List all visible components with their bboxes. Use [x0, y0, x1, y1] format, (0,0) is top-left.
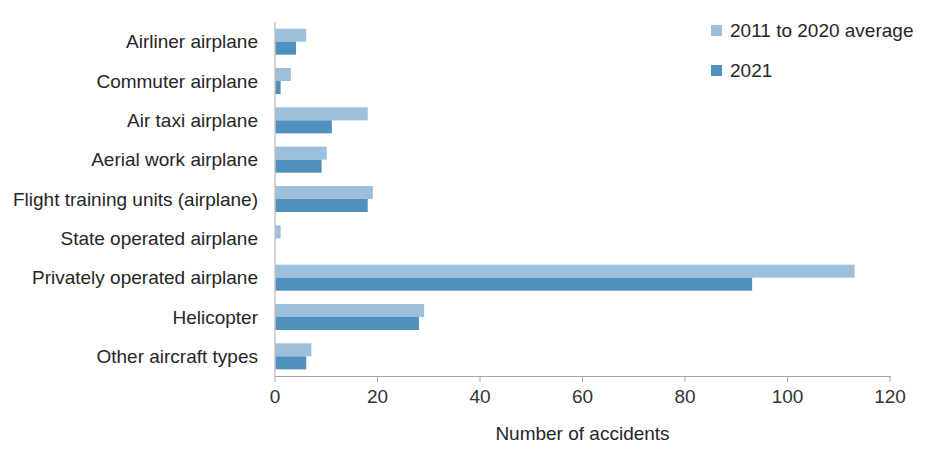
- x-axis-title: Number of accidents: [275, 423, 890, 445]
- bar-series-0: [276, 147, 327, 160]
- bar-series-1: [276, 278, 753, 291]
- bar-series-0: [276, 343, 312, 356]
- bar-series-0: [276, 107, 368, 120]
- x-axis-tick-label: 60: [572, 386, 593, 407]
- legend-item-average: 2011 to 2020 average: [711, 21, 913, 40]
- bar-series-0: [276, 265, 855, 278]
- bar-series-1: [276, 317, 420, 330]
- y-axis-category-label: Airliner airplane: [126, 31, 258, 52]
- y-axis-category-label: Aerial work airplane: [91, 149, 258, 170]
- bar-series-0: [276, 29, 307, 42]
- legend: 2011 to 2020 average 2021: [711, 21, 913, 101]
- y-axis-category-label: Other aircraft types: [96, 346, 258, 367]
- y-axis-category-label: State operated airplane: [60, 228, 258, 249]
- bar-series-0: [276, 225, 281, 238]
- legend-swatch-2021: [711, 65, 722, 76]
- y-axis-category-label: Helicopter: [172, 307, 258, 328]
- x-axis-tick-label: 80: [674, 386, 695, 407]
- bar-series-1: [276, 356, 307, 369]
- y-axis-category-label: Air taxi airplane: [127, 110, 258, 131]
- y-axis-category-label: Flight training units (airplane): [13, 189, 258, 210]
- bar-series-1: [276, 160, 322, 173]
- bar-chart: Airliner airplane Commuter airplane Air ta…: [0, 0, 928, 472]
- legend-label-2021: 2021: [730, 61, 772, 80]
- x-axis-tick-label: 40: [469, 386, 490, 407]
- x-axis-tick-label: 0: [270, 386, 281, 407]
- bar-series-0: [276, 186, 373, 199]
- x-axis-tick-label: 100: [772, 386, 804, 407]
- bar-series-0: [276, 68, 291, 81]
- bar-series-1: [276, 81, 281, 94]
- bar-series-1: [276, 199, 368, 212]
- y-axis-category-label: Privately operated airplane: [32, 267, 258, 288]
- bar-series-1: [276, 120, 332, 133]
- legend-swatch-average: [711, 25, 722, 36]
- x-axis-tick-label: 20: [367, 386, 388, 407]
- x-axis-tick-label: 120: [874, 386, 906, 407]
- bar-series-1: [276, 42, 297, 55]
- legend-item-2021: 2021: [711, 61, 913, 80]
- legend-label-average: 2011 to 2020 average: [730, 21, 913, 40]
- y-axis-category-label: Commuter airplane: [96, 71, 258, 92]
- bar-series-0: [276, 304, 425, 317]
